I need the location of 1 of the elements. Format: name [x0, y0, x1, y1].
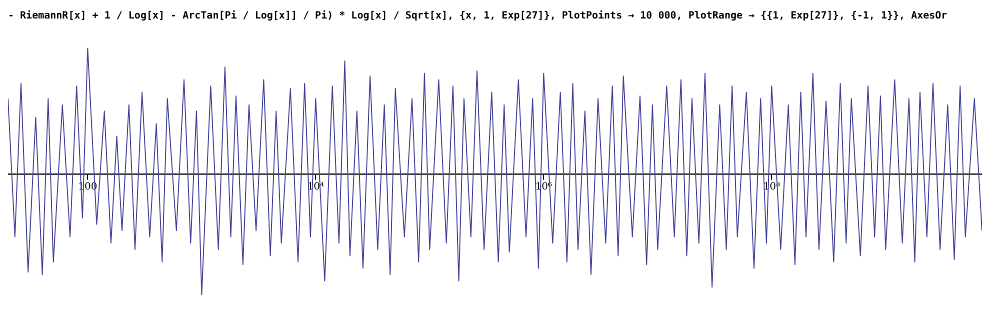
chart-title: - RiemannR[x] + 1 / Log[x] - ArcTan[Pi / Log[x]] / Pi) * Log[x] / Sqrt[x], {x, 1, Exp[27]}, PlotPoints → 10 000, PlotRange → {{1, Exp[27]}, {-1, 1}}, AxesOr — [8, 10, 948, 22]
